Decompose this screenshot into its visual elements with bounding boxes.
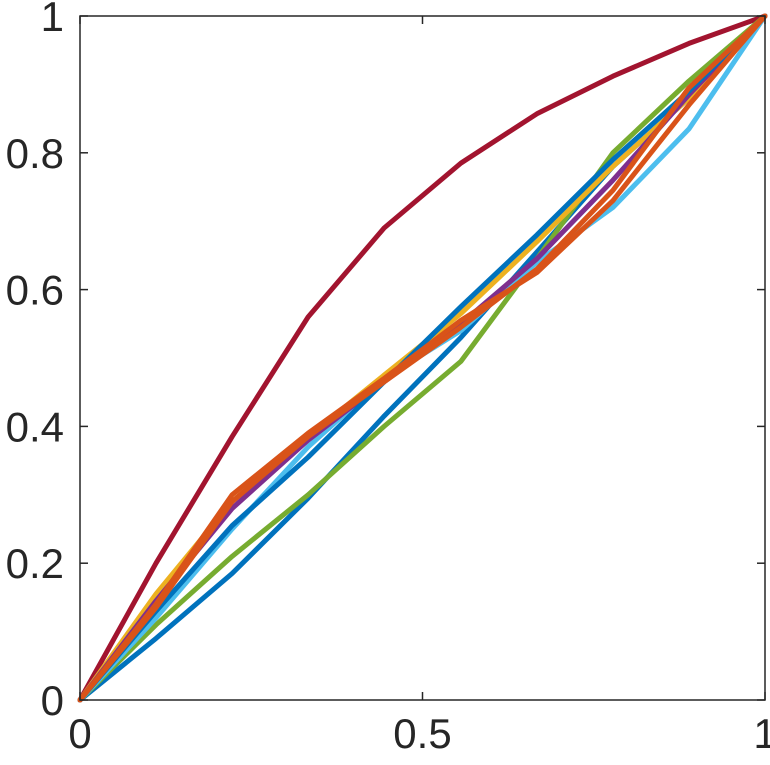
x-tick-label: 0.5 bbox=[393, 710, 451, 757]
y-tick-label: 0.8 bbox=[6, 130, 64, 177]
axes: 0 0.5 1 0 0.2 0.4 0.6 0.8 1 bbox=[6, 0, 770, 757]
y-tick-label: 0 bbox=[41, 677, 64, 724]
series-line-1 bbox=[77, 13, 768, 703]
x-tick-label: 1 bbox=[753, 710, 770, 757]
series-line-7 bbox=[77, 13, 768, 703]
series-line-3 bbox=[77, 13, 768, 703]
series-line-8 bbox=[77, 13, 768, 703]
y-tick-label: 0.6 bbox=[6, 267, 64, 314]
x-tick-label: 0 bbox=[68, 710, 91, 757]
series-lines bbox=[77, 13, 768, 703]
y-tick-label: 1 bbox=[41, 0, 64, 40]
series-line-9 bbox=[77, 13, 768, 703]
y-tick-label: 0.4 bbox=[6, 403, 64, 450]
y-tick-label: 0.2 bbox=[6, 540, 64, 587]
